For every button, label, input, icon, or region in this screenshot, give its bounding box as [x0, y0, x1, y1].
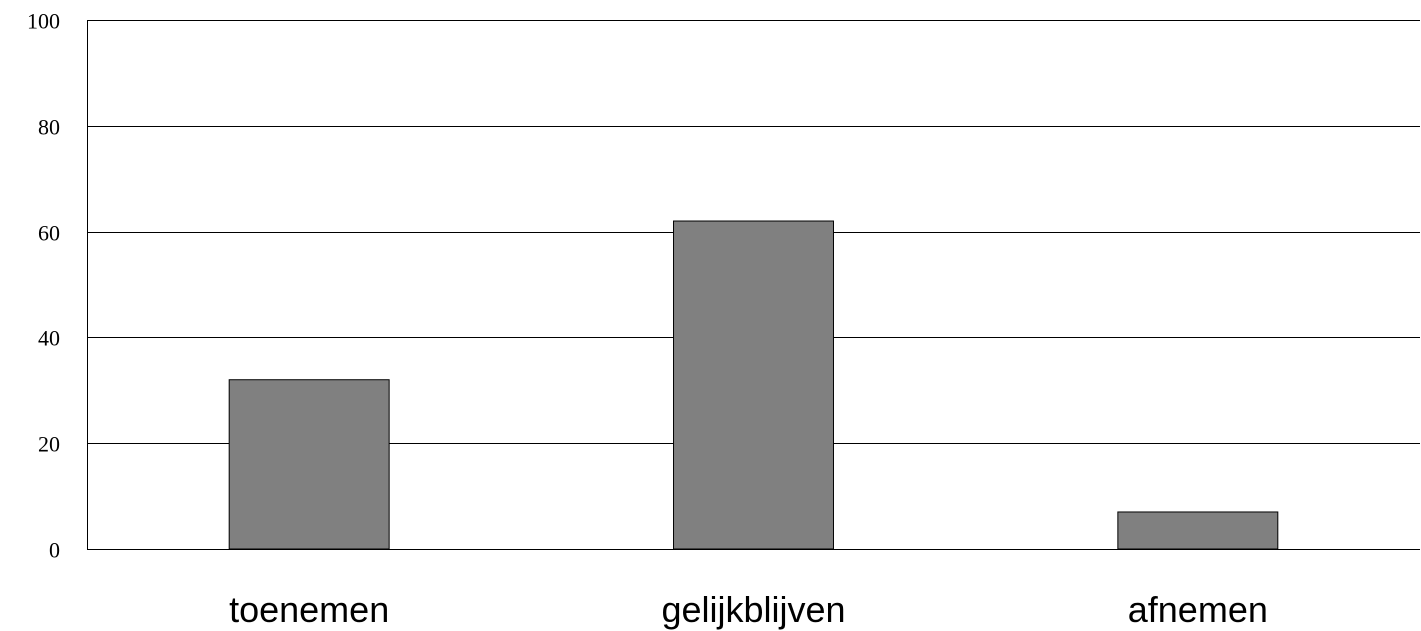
bars — [228, 220, 1279, 550]
x-tick-label: afnemen — [1128, 589, 1268, 630]
x-tick-label: toenemen — [229, 589, 389, 630]
y-tick-label: 100 — [27, 9, 60, 34]
bar-gelijkblijven — [673, 220, 834, 550]
y-tick-label: 60 — [38, 221, 60, 246]
y-tick-label: 20 — [38, 432, 60, 457]
x-tick-labels: toenemen gelijkblijven afnemen — [229, 589, 1268, 630]
y-tick-label: 40 — [38, 326, 60, 351]
y-tick-labels: 0 20 40 60 80 100 — [27, 9, 60, 563]
bar-afnemen — [1117, 511, 1279, 550]
x-tick-label: gelijkblijven — [661, 589, 845, 630]
y-tick-label: 0 — [49, 538, 60, 563]
bar-toenemen — [228, 379, 390, 550]
y-tick-label: 80 — [38, 115, 60, 140]
